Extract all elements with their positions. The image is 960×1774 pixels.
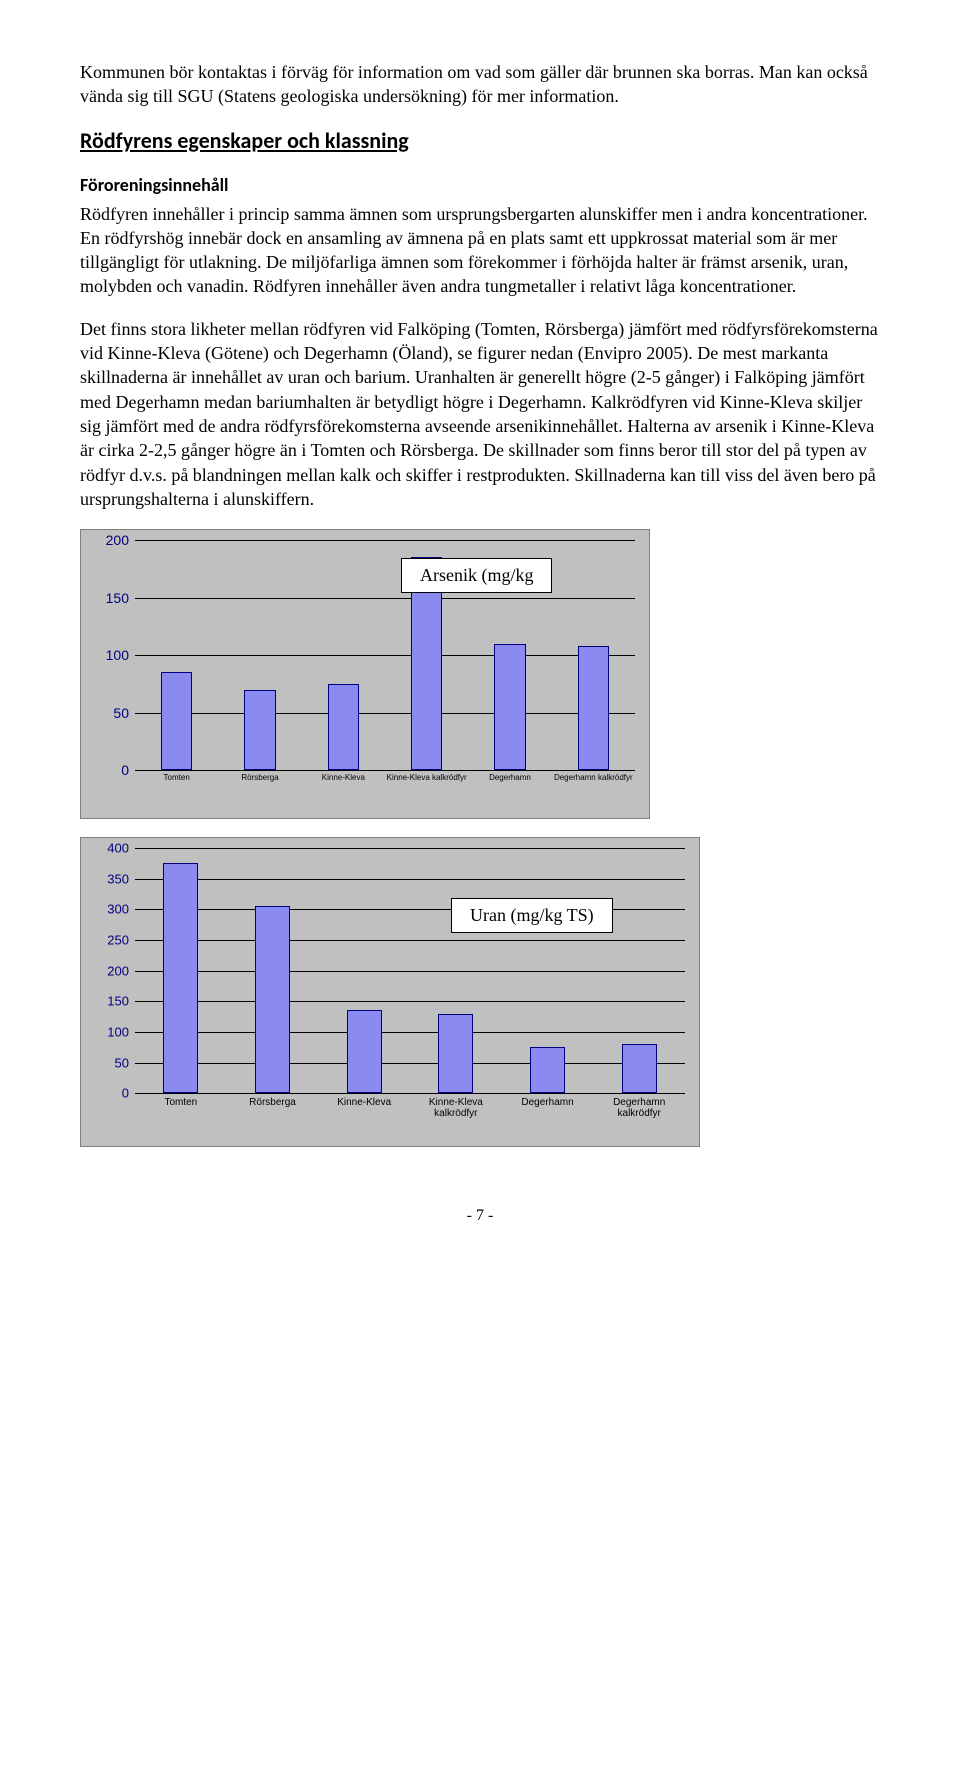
chart-bar bbox=[347, 1010, 382, 1093]
section-heading: Rödfyrens egenskaper och klassning bbox=[80, 127, 880, 154]
chart-bar bbox=[328, 684, 360, 770]
x-axis-label: Kinne-Kleva bbox=[318, 1097, 410, 1119]
x-axis-label: Degerhamn bbox=[502, 1097, 594, 1119]
uranium-chart: 050100150200250300350400TomtenRörsbergaK… bbox=[80, 837, 880, 1147]
y-axis-tick: 350 bbox=[107, 871, 129, 886]
x-axis-label: Kinne-Kleva kalkrödfyr bbox=[385, 774, 468, 783]
y-axis-tick: 200 bbox=[107, 963, 129, 978]
y-axis-tick: 250 bbox=[107, 933, 129, 948]
x-axis-label: Tomten bbox=[135, 774, 218, 783]
sub-heading: Föroreningsinnehåll bbox=[80, 174, 880, 196]
x-axis-label: Tomten bbox=[135, 1097, 227, 1119]
body-paragraph-1: Rödfyren innehåller i princip samma ämne… bbox=[80, 202, 880, 299]
chart-bar bbox=[530, 1047, 565, 1093]
y-axis-tick: 0 bbox=[122, 1086, 129, 1101]
x-axis-label: Degerhamn kalkrödfyr bbox=[552, 774, 635, 783]
chart-legend: Uran (mg/kg TS) bbox=[451, 898, 613, 933]
y-axis-tick: 100 bbox=[106, 647, 129, 663]
chart-bar bbox=[244, 690, 276, 771]
chart-bar bbox=[622, 1044, 657, 1093]
y-axis-tick: 50 bbox=[113, 705, 129, 721]
chart-bar bbox=[163, 863, 198, 1093]
y-axis-tick: 200 bbox=[106, 532, 129, 548]
y-axis-tick: 0 bbox=[121, 762, 129, 778]
x-axis-label: Kinne-Kleva bbox=[302, 774, 385, 783]
chart-bar bbox=[438, 1014, 473, 1094]
y-axis-tick: 300 bbox=[107, 902, 129, 917]
y-axis-tick: 150 bbox=[106, 590, 129, 606]
x-axis-label: Rörsberga bbox=[218, 774, 301, 783]
y-axis-tick: 100 bbox=[107, 1024, 129, 1039]
y-axis-tick: 400 bbox=[107, 841, 129, 856]
y-axis-tick: 50 bbox=[115, 1055, 129, 1070]
intro-paragraph: Kommunen bör kontaktas i förväg för info… bbox=[80, 60, 880, 109]
page-number: - 7 - bbox=[80, 1207, 880, 1225]
chart-legend: Arsenik (mg/kg bbox=[401, 558, 552, 593]
chart-bar bbox=[494, 644, 526, 771]
y-axis-tick: 150 bbox=[107, 994, 129, 1009]
x-axis-label: Rörsberga bbox=[227, 1097, 319, 1119]
x-axis-label: Kinne-Kleva kalkrödfyr bbox=[410, 1097, 502, 1119]
x-axis-label: Degerhamn bbox=[468, 774, 551, 783]
x-axis-label: Degerhamn kalkrödfyr bbox=[593, 1097, 685, 1119]
chart-bar bbox=[161, 672, 193, 770]
arsenic-chart: 0 50 100 150 200 TomtenRörsbergaKinne-KlevaKi… bbox=[80, 529, 880, 819]
body-paragraph-2: Det finns stora likheter mellan rödfyren… bbox=[80, 317, 880, 511]
chart-bar bbox=[255, 906, 290, 1093]
chart-bar bbox=[578, 646, 610, 770]
